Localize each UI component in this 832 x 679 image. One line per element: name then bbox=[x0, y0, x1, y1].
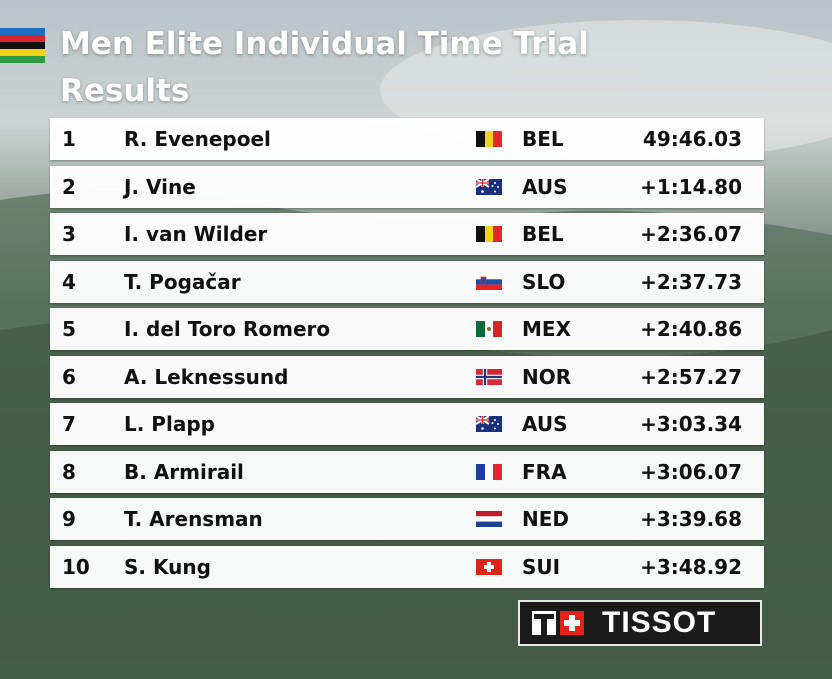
rank: 6 bbox=[62, 364, 76, 389]
flag bbox=[476, 226, 502, 242]
flag bbox=[476, 131, 502, 147]
flag bbox=[476, 273, 502, 290]
country-code: FRA bbox=[522, 459, 567, 484]
rider-name: T. Pogačar bbox=[124, 269, 241, 294]
flag bbox=[476, 463, 502, 480]
country-code: AUS bbox=[522, 174, 568, 199]
country-code: NOR bbox=[522, 364, 572, 389]
rider-name: J. Vine bbox=[124, 174, 196, 199]
country-code: SUI bbox=[522, 554, 561, 579]
result-row: 4 T. Pogačar SLO +2:37.73 bbox=[50, 260, 764, 303]
flag bbox=[476, 321, 502, 337]
result-row: 7 L. Plapp AUS +3:03.34 bbox=[50, 403, 764, 445]
rank: 4 bbox=[62, 269, 76, 294]
rank: 9 bbox=[62, 507, 76, 531]
rank: 8 bbox=[62, 459, 76, 484]
rank: 10 bbox=[62, 554, 90, 579]
rider-name: I. van Wilder bbox=[124, 222, 268, 246]
country-code: AUS bbox=[522, 412, 568, 436]
time: +3:06.07 bbox=[640, 459, 742, 484]
result-row: 1 R. Evenepoel BEL 49:46.03 bbox=[50, 118, 764, 160]
result-row: 5 I. del Toro Romero MEX +2:40.86 bbox=[50, 308, 764, 350]
time: +2:36.07 bbox=[640, 222, 742, 246]
result-row: 3 I. van Wilder BEL +2:36.07 bbox=[50, 213, 764, 255]
flag bbox=[476, 558, 502, 575]
result-row: 8 B. Armirail FRA +3:06.07 bbox=[50, 450, 764, 493]
rider-name: R. Evenepoel bbox=[124, 127, 271, 151]
rider-name: I. del Toro Romero bbox=[124, 317, 331, 341]
time: +3:39.68 bbox=[640, 507, 742, 531]
sponsor-name: TISSOT bbox=[602, 606, 717, 639]
country-code: MEX bbox=[522, 317, 571, 341]
result-row: 9 T. Arensman NED +3:39.68 bbox=[50, 498, 764, 540]
sponsor-logo: TISSOT bbox=[518, 600, 762, 646]
time: +2:57.27 bbox=[640, 364, 742, 389]
rank: 5 bbox=[62, 317, 76, 341]
country-code: BEL bbox=[522, 222, 564, 246]
country-code: SLO bbox=[522, 269, 566, 294]
result-row: 2 J. Vine AUS +1:14.80 bbox=[50, 165, 764, 208]
flag bbox=[476, 511, 502, 527]
country-code: BEL bbox=[522, 127, 564, 151]
time: +2:40.86 bbox=[640, 317, 742, 341]
time: +3:03.34 bbox=[640, 412, 742, 436]
rank: 1 bbox=[62, 127, 76, 151]
logo-icon bbox=[532, 611, 584, 635]
rider-name: A. Leknessund bbox=[124, 364, 289, 389]
rider-name: B. Armirail bbox=[124, 459, 244, 484]
rank: 2 bbox=[62, 174, 76, 199]
result-row: 10 S. Kung SUI +3:48.92 bbox=[50, 545, 764, 588]
title: Men Elite Individual Time Trial bbox=[60, 26, 589, 62]
subtitle: Results bbox=[60, 73, 190, 109]
flag bbox=[476, 368, 502, 385]
result-row: 6 A. Leknessund NOR +2:57.27 bbox=[50, 355, 764, 398]
rank: 7 bbox=[62, 412, 76, 436]
rider-name: S. Kung bbox=[124, 554, 211, 579]
country-code: NED bbox=[522, 507, 570, 531]
time: +3:48.92 bbox=[640, 554, 742, 579]
rider-name: L. Plapp bbox=[124, 412, 215, 436]
uci-stripes bbox=[0, 28, 45, 63]
time: 49:46.03 bbox=[642, 127, 742, 151]
time: +2:37.73 bbox=[640, 269, 742, 294]
flag bbox=[476, 178, 502, 195]
time: +1:14.80 bbox=[640, 174, 742, 199]
rank: 3 bbox=[62, 222, 76, 246]
rider-name: T. Arensman bbox=[124, 507, 263, 531]
flag bbox=[476, 416, 502, 432]
